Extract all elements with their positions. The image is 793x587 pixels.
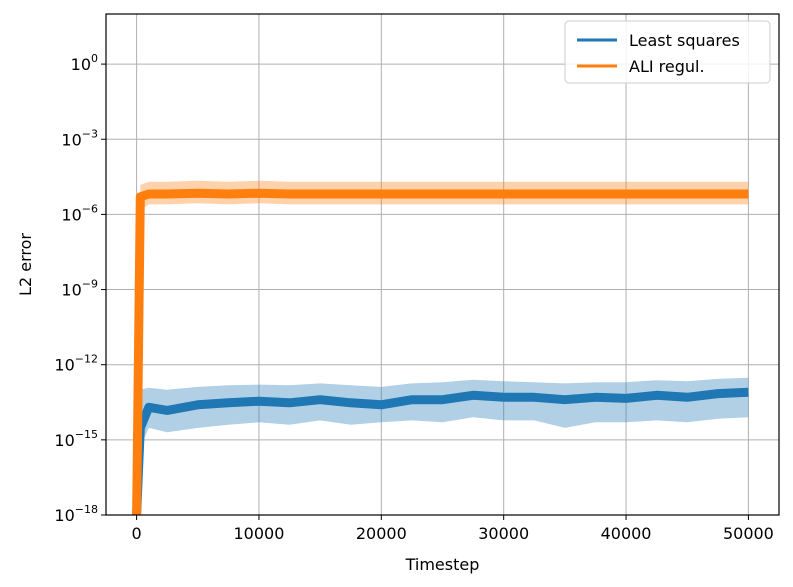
y-axis-label: L2 error [16, 233, 35, 296]
y-tick-label: 10−6 [61, 202, 98, 224]
x-tick-label: 0 [131, 524, 141, 543]
y-tick-exponent: −6 [82, 202, 98, 215]
y-tick-exponent: −9 [82, 278, 98, 291]
legend-label-1: ALI regul. [629, 57, 705, 76]
confidence-bands [136, 180, 749, 516]
x-tick-label: 40000 [601, 524, 652, 543]
y-tick-exponent: −15 [75, 428, 98, 441]
x-tick-label: 30000 [478, 524, 529, 543]
y-tick-base: 10 [61, 281, 81, 300]
y-tick-exponent: −18 [75, 503, 98, 516]
legend-label-0: Least squares [629, 31, 740, 50]
y-tick-label: 100 [71, 52, 98, 74]
y-tick-base: 10 [61, 205, 81, 224]
y-tick-exponent: −12 [75, 353, 98, 366]
y-tick-base: 10 [71, 55, 91, 74]
y-tick-base: 10 [54, 506, 74, 525]
y-tick-exponent: −3 [82, 127, 98, 140]
x-axis-label: Timestep [405, 555, 480, 574]
series-lines [132, 188, 749, 516]
y-tick-label: 10−18 [54, 503, 98, 525]
y-tick-label: 10−3 [61, 127, 98, 149]
y-tick-base: 10 [54, 431, 74, 450]
x-tick-label: 50000 [723, 524, 774, 543]
series-line-1 [132, 188, 749, 516]
x-tick-label: 20000 [356, 524, 407, 543]
y-tick-base: 10 [54, 356, 74, 375]
series-line-0 [132, 387, 749, 516]
plot-frame [105, 13, 780, 516]
series-band-0 [136, 377, 749, 515]
y-tick-label: 10−12 [54, 353, 98, 375]
legend: Least squares ALI regul. [564, 20, 771, 84]
y-tick-exponent: 0 [91, 52, 98, 65]
axis-ticks: 0 10000 20000 30000 40000 5000010010−310−610−… [54, 52, 773, 543]
y-tick-base: 10 [61, 130, 81, 149]
y-tick-label: 10−9 [61, 278, 98, 300]
x-tick-label: 10000 [234, 524, 285, 543]
y-tick-label: 10−15 [54, 428, 98, 450]
